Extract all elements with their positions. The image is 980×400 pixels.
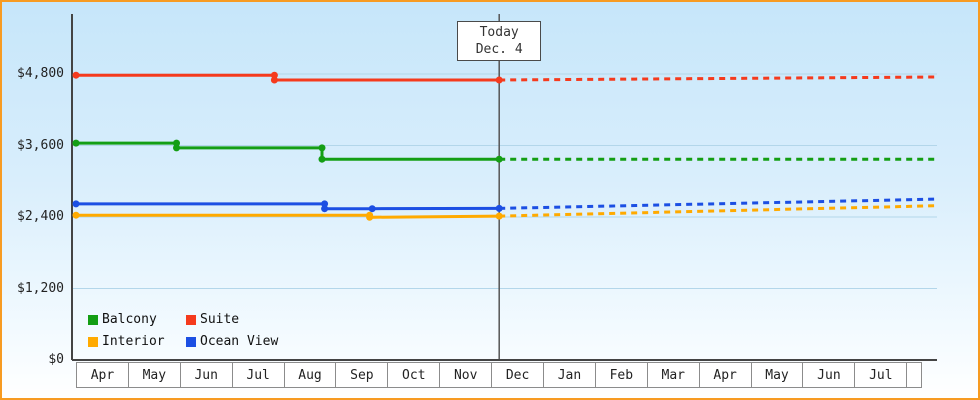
legend-label: Suite [200,312,240,327]
series-suite-point [270,71,278,79]
legend-swatch-suite [186,314,196,325]
legend-swatch-balcony [88,314,98,325]
legend-item-balcony: Balcony [88,312,186,327]
y-tick-label: $0 [48,352,64,367]
series-suite-point [270,76,278,84]
today-label-line1: Today [479,25,519,40]
series-balcony-point [173,144,180,152]
series-suite-point [495,76,503,84]
series-balcony-point [495,155,503,163]
series-ocean-view-forecast-line [499,197,938,210]
today-label-line2: Dec. 4 [475,42,523,57]
series-ocean-view-history-line [76,202,500,211]
legend-item-interior: Interior [88,334,186,349]
month-label-apr: Apr [76,362,129,388]
month-label-aug: Aug [283,362,337,388]
series-interior-point [366,213,374,221]
month-label-sep: Sep [335,362,389,388]
month-label-oct: Oct [387,362,441,388]
series-suite-history-line [76,73,500,82]
series-balcony-point [318,155,326,163]
legend-swatch-ocean-view [186,336,196,347]
series-suite-forecast-line [499,75,938,82]
legend-swatch-interior [88,336,98,347]
series-balcony-point [173,139,180,147]
legend: Balcony Suite Interior Ocean View [88,312,278,349]
month-label-nov: Nov [439,362,493,388]
series-interior-forecast-line [499,204,938,218]
series-interior-point [495,212,503,220]
month-label-may: May [127,362,181,388]
series-ocean-view-point [72,200,80,208]
series-ocean-view-point [368,205,376,213]
y-tick-label: $1,200 [17,280,64,296]
legend-item-suite: Suite [186,312,278,327]
series-balcony-point [318,144,326,152]
month-cell-partial [906,362,923,388]
series-balcony-point [72,139,80,147]
legend-label: Balcony [102,312,157,327]
month-label-may: May [750,362,804,388]
month-label-jun: Jun [179,362,233,388]
series-ocean-view-point [321,205,329,213]
legend-label: Ocean View [200,334,279,349]
y-tick-label: $3,600 [17,137,64,153]
month-label-feb: Feb [594,362,648,388]
month-label-apr: Apr [698,362,752,388]
series-ocean-view-point [495,204,503,212]
month-label-jun: Jun [802,362,856,388]
x-axis: Apr May Jun Jul Aug Sep Oct Nov Dec Jan Feb Mar Apr M… [76,362,923,388]
month-label-jul: Jul [231,362,285,388]
legend-item-ocean-view: Ocean View [186,334,278,349]
month-label-dec: Dec [491,362,545,388]
month-label-jul: Jul [854,362,908,388]
y-tick-label: $4,800 [17,66,64,81]
today-marker-label: Today Dec. 4 [457,21,542,61]
series-interior-point [72,211,80,219]
series-ocean-view-point [321,200,329,208]
y-tick-label: $2,400 [17,209,64,224]
legend-label: Interior [102,334,165,349]
month-label-mar: Mar [646,362,700,388]
month-label-jan: Jan [543,362,596,388]
series-suite-point [72,71,80,79]
series-balcony-history-line [76,141,500,161]
